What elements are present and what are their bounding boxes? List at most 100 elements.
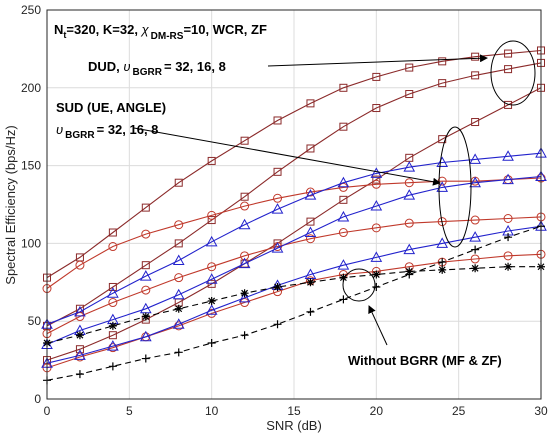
data-point-square xyxy=(240,192,249,201)
series-line xyxy=(46,225,542,364)
data-point-star xyxy=(75,331,84,340)
sud-arrow xyxy=(133,127,441,186)
data-point-triangle xyxy=(172,288,185,300)
data-point-circle xyxy=(437,217,447,227)
data-point-triangle xyxy=(469,153,481,164)
data-point-circle xyxy=(108,242,118,252)
data-point-circle xyxy=(240,201,250,211)
data-point-square xyxy=(207,156,216,165)
data-point-plus xyxy=(438,258,447,267)
data-point-triangle xyxy=(337,176,350,188)
data-point-triangle xyxy=(370,167,383,178)
data-point-square xyxy=(405,63,414,72)
series-line xyxy=(46,87,542,361)
series-line xyxy=(46,253,542,369)
sud-values: = 32, 16, 8 xyxy=(97,122,159,137)
data-point-triangle xyxy=(238,218,251,230)
data-point-circle xyxy=(305,234,315,244)
data-point-square xyxy=(438,57,447,66)
data-point-triangle xyxy=(469,231,481,242)
dud-prefix: DUD, xyxy=(88,59,123,74)
tick-labels: 0 5 10 15 20 25 30 0 50 100 150 200 250 xyxy=(21,3,548,418)
data-point-circle xyxy=(108,298,118,308)
data-point-triangle xyxy=(337,210,350,222)
data-point-square xyxy=(504,65,513,74)
data-point-triangle xyxy=(403,161,416,172)
y-tick-label: 0 xyxy=(34,392,41,406)
data-point-square xyxy=(108,228,117,237)
data-point-circle xyxy=(240,251,250,261)
data-point-plus xyxy=(471,245,480,254)
data-point-circle xyxy=(174,220,184,230)
data-point-circle xyxy=(141,285,151,295)
data-point-circle xyxy=(503,251,513,261)
series-line xyxy=(46,266,541,344)
data-point-square xyxy=(438,79,447,88)
data-point-triangle xyxy=(337,259,350,270)
data-point-plus xyxy=(306,307,315,316)
dud-annotation: DUD, υ BGRR = 32, 16, 8 xyxy=(88,59,226,78)
sud-bgrr-sub: BGRR xyxy=(65,130,95,141)
data-point-triangle xyxy=(436,156,449,167)
y-tick-label: 100 xyxy=(21,236,41,250)
data-point-square xyxy=(339,122,348,131)
data-point-triangle xyxy=(502,150,514,161)
data-point-circle xyxy=(207,262,217,272)
params-chi: χ xyxy=(141,22,150,37)
data-point-triangle xyxy=(403,189,416,200)
data-point-star xyxy=(108,321,117,330)
dud-values: = 32, 16, 8 xyxy=(164,59,226,74)
grid xyxy=(47,10,541,399)
data-point-square xyxy=(108,331,117,340)
series-line xyxy=(46,62,542,327)
data-point-circle xyxy=(207,210,217,220)
plot-frame xyxy=(46,9,542,400)
data-point-star xyxy=(207,296,216,305)
y-tick-label: 50 xyxy=(28,314,42,328)
without-bgrr-arrow xyxy=(368,305,388,346)
series-line xyxy=(46,216,542,335)
data-point-circle xyxy=(503,214,513,224)
data-point-circle xyxy=(404,218,414,228)
data-point-plus xyxy=(405,270,414,279)
data-point-star xyxy=(240,289,249,298)
y-tick-label: 250 xyxy=(21,3,41,17)
dud-bgrr-sub: BGRR xyxy=(133,67,163,78)
params-annotation: Nt=320, K=32, χ DM-RS=10, WCR, ZF xyxy=(54,22,267,42)
data-point-square xyxy=(372,72,381,81)
data-point-square xyxy=(471,71,480,80)
data-point-square xyxy=(240,136,249,145)
data-point-circle xyxy=(75,260,85,270)
data-point-plus xyxy=(207,338,216,347)
data-point-triangle xyxy=(469,176,481,188)
data-point-square xyxy=(471,52,480,61)
data-point-triangle xyxy=(172,254,185,266)
data-point-star xyxy=(339,273,348,282)
data-point-triangle xyxy=(172,318,185,329)
data-point-plus xyxy=(240,331,249,340)
data-point-star xyxy=(306,278,315,287)
data-point-triangle xyxy=(205,235,218,247)
params-chi-sub: DM-RS xyxy=(151,31,184,42)
data-point-circle xyxy=(371,223,381,233)
data-point-circle xyxy=(273,193,283,203)
sud-ellipse xyxy=(438,126,472,248)
data-point-square xyxy=(372,104,381,113)
data-point-triangle xyxy=(271,203,284,214)
data-point-triangle xyxy=(370,251,383,262)
data-point-circle xyxy=(470,254,480,264)
x-tick-label: 5 xyxy=(126,404,133,418)
data-point-square xyxy=(306,217,315,226)
x-tick-label: 25 xyxy=(452,404,466,418)
data-point-triangle xyxy=(271,242,284,253)
data-point-circle xyxy=(338,228,348,238)
data-point-plus xyxy=(174,348,183,357)
data-point-square xyxy=(273,167,282,176)
data-point-star xyxy=(438,265,447,274)
data-point-star xyxy=(471,264,480,273)
without-bgrr-annotation: Without BGRR (MF & ZF) xyxy=(348,353,502,368)
data-point-plus xyxy=(108,362,117,371)
data-point-square xyxy=(471,118,480,127)
data-point-plus xyxy=(273,320,282,329)
